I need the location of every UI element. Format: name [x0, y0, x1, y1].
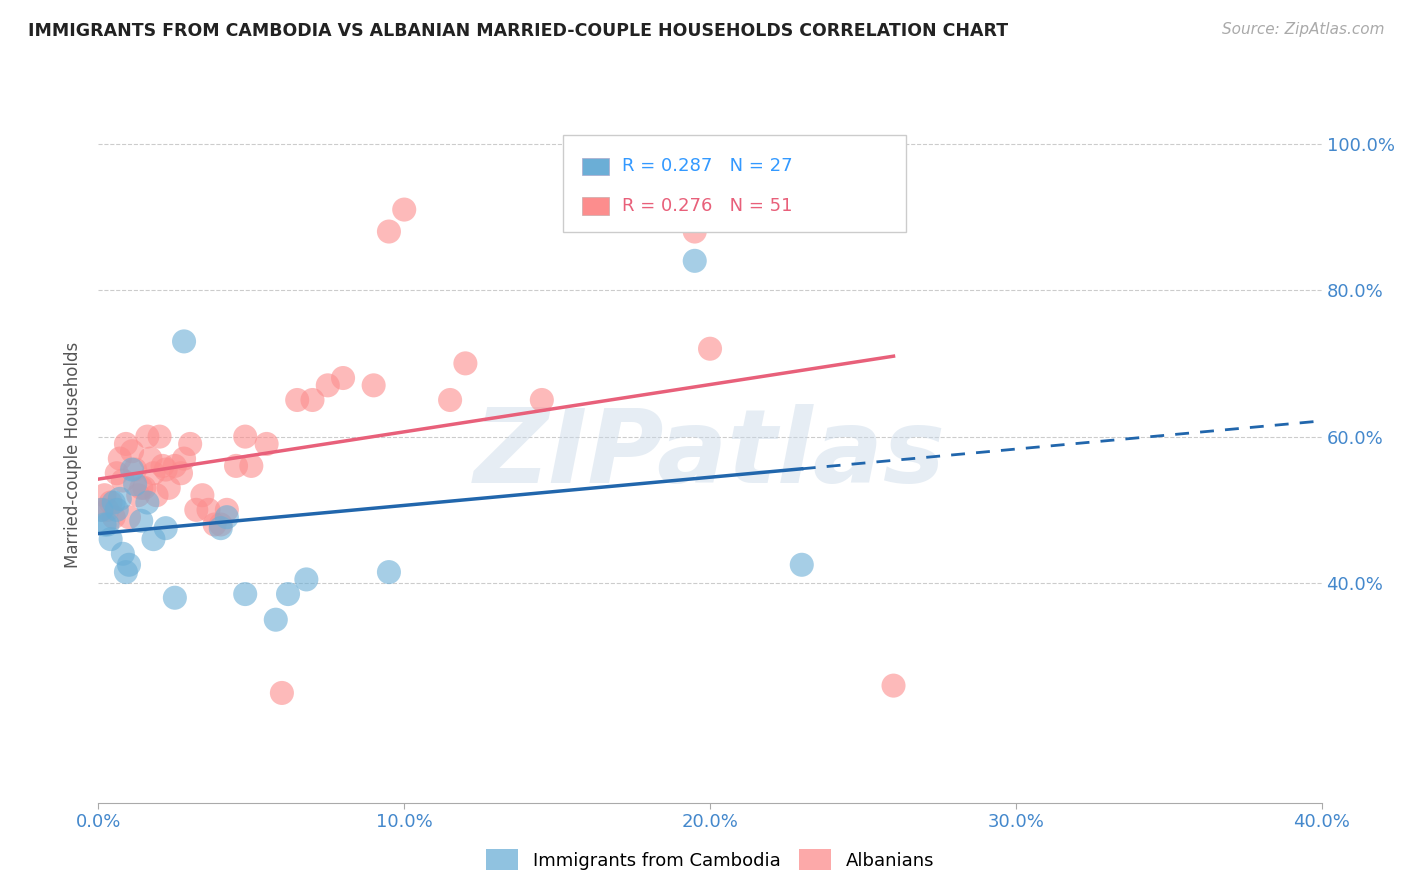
Point	[392, 202, 416, 217]
Point	[108, 451, 131, 466]
Point	[97, 517, 120, 532]
Point	[129, 514, 152, 528]
Text: R = 0.287   N = 27: R = 0.287 N = 27	[621, 157, 793, 175]
Point	[93, 488, 115, 502]
Point	[134, 481, 156, 495]
Point	[100, 495, 122, 509]
Point	[121, 462, 143, 476]
Point	[105, 467, 128, 481]
Point	[277, 587, 299, 601]
Point	[683, 253, 706, 268]
Point	[699, 342, 721, 356]
Point	[111, 474, 134, 488]
Point	[233, 587, 256, 601]
Point	[295, 573, 318, 587]
Point	[197, 503, 219, 517]
Point	[163, 458, 186, 473]
Point	[145, 488, 167, 502]
Point	[118, 558, 141, 572]
Point	[115, 565, 138, 579]
Point	[163, 591, 186, 605]
Point	[883, 679, 905, 693]
Point	[90, 503, 112, 517]
Point	[103, 495, 125, 509]
Point	[90, 503, 112, 517]
Point	[127, 488, 149, 502]
Point	[111, 547, 134, 561]
Point	[108, 491, 131, 506]
Point	[683, 225, 706, 239]
Point	[97, 503, 120, 517]
Point	[157, 481, 180, 495]
Point	[118, 510, 141, 524]
Text: R = 0.276   N = 51: R = 0.276 N = 51	[621, 197, 793, 215]
Point	[378, 565, 401, 579]
Point	[142, 467, 165, 481]
Point	[115, 437, 138, 451]
Point	[225, 458, 247, 473]
Text: IMMIGRANTS FROM CAMBODIA VS ALBANIAN MARRIED-COUPLE HOUSEHOLDS CORRELATION CHART: IMMIGRANTS FROM CAMBODIA VS ALBANIAN MAR…	[28, 22, 1008, 40]
Point	[155, 462, 177, 476]
Point	[204, 517, 226, 532]
Point	[139, 451, 162, 466]
Point	[270, 686, 292, 700]
Bar	[582, 158, 609, 175]
Point	[790, 558, 813, 572]
Point	[136, 495, 159, 509]
Point	[93, 517, 115, 532]
Point	[301, 392, 323, 407]
Point	[530, 392, 553, 407]
Point	[173, 451, 195, 466]
Point	[149, 429, 172, 443]
Point	[136, 429, 159, 443]
Point	[142, 532, 165, 546]
Point	[316, 378, 339, 392]
Bar	[582, 197, 609, 215]
Point	[215, 503, 238, 517]
Point	[191, 488, 214, 502]
Point	[186, 503, 208, 517]
Point	[105, 503, 128, 517]
Point	[378, 225, 401, 239]
Point	[454, 356, 477, 370]
Point	[264, 613, 287, 627]
Point	[103, 510, 125, 524]
Point	[439, 392, 461, 407]
Point	[121, 444, 143, 458]
Point	[152, 458, 174, 473]
Point	[209, 517, 232, 532]
Point	[215, 510, 238, 524]
Point	[179, 437, 201, 451]
Text: ZIPatlas: ZIPatlas	[474, 404, 946, 506]
Legend: Immigrants from Cambodia, Albanians: Immigrants from Cambodia, Albanians	[478, 842, 942, 877]
Point	[173, 334, 195, 349]
Point	[100, 532, 122, 546]
Point	[285, 392, 308, 407]
Point	[209, 521, 232, 535]
Point	[129, 481, 152, 495]
Text: Source: ZipAtlas.com: Source: ZipAtlas.com	[1222, 22, 1385, 37]
Point	[170, 467, 193, 481]
Point	[124, 477, 146, 491]
Point	[233, 429, 256, 443]
FancyBboxPatch shape	[564, 135, 905, 232]
Point	[256, 437, 278, 451]
Y-axis label: Married-couple Households: Married-couple Households	[65, 342, 83, 568]
Point	[240, 458, 263, 473]
Point	[155, 521, 177, 535]
Point	[332, 371, 354, 385]
Point	[124, 462, 146, 476]
Point	[363, 378, 385, 392]
